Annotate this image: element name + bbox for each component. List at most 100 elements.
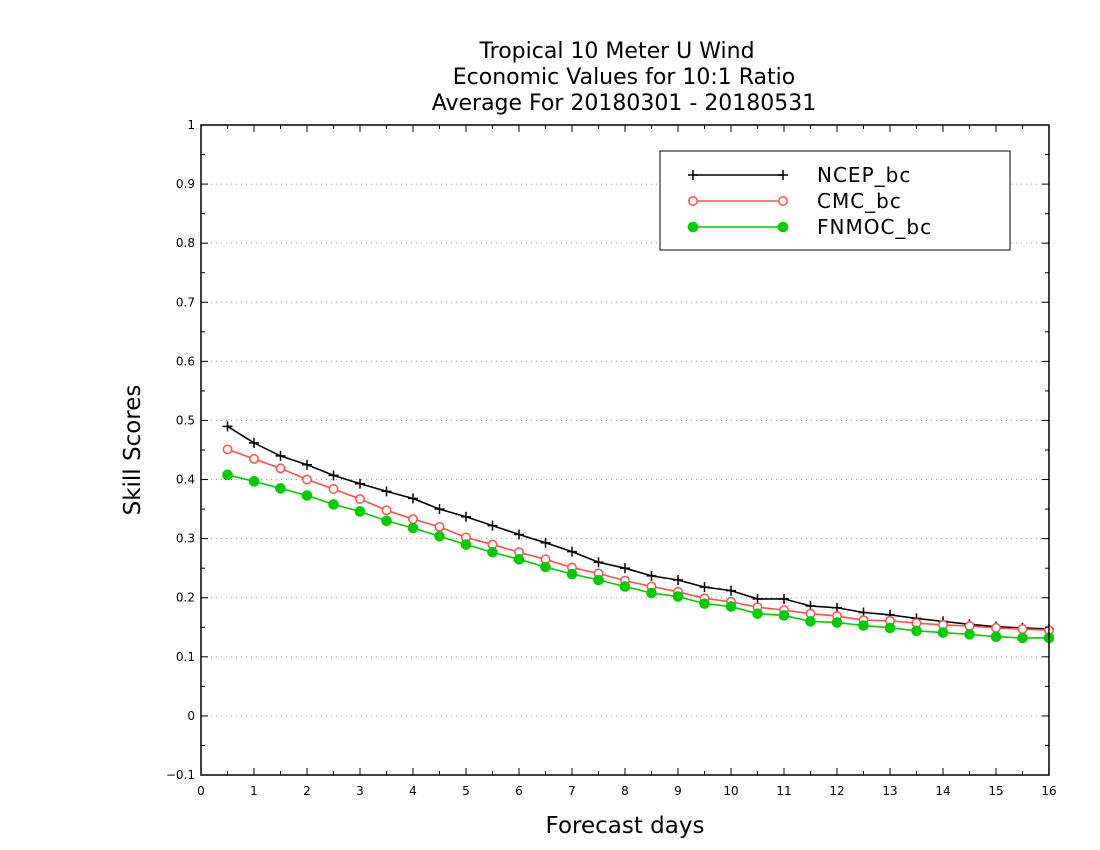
filled-circle-marker <box>646 587 657 599</box>
series-cmc-bc <box>222 444 1054 636</box>
open-circle-marker <box>355 494 365 504</box>
x-tick-label: 11 <box>776 784 791 798</box>
series-line <box>227 425 1050 630</box>
filled-circle-marker <box>434 530 445 542</box>
filled-circle-marker <box>964 629 975 640</box>
series-fnmoc-bc <box>222 469 1055 644</box>
x-axis-label: Forecast days <box>546 813 705 839</box>
filled-circle-marker <box>884 622 896 634</box>
legend-item: NCEP_bc <box>688 163 911 187</box>
x-tick-label: 14 <box>935 784 950 798</box>
plus-marker <box>275 450 286 461</box>
plus-marker <box>646 570 657 581</box>
grid-lines <box>201 183 1049 717</box>
filled-circle-marker <box>619 581 631 592</box>
x-tick-label: 9 <box>674 784 682 798</box>
filled-circle-marker <box>460 539 472 550</box>
legend-item: CMC_bc <box>688 189 902 213</box>
y-tick-label: 0.4 <box>176 473 195 487</box>
open-circle-marker <box>991 622 1001 633</box>
filled-circle-marker <box>513 554 525 565</box>
y-tick-label: 0 <box>187 709 195 723</box>
title-line-1: Tropical 10 Meter U Wind <box>478 39 754 64</box>
y-tick-label: 0.6 <box>176 354 195 368</box>
legend-open-circle-marker <box>778 196 788 206</box>
series-line <box>227 448 1050 632</box>
plus-marker <box>434 504 445 515</box>
open-circle-marker <box>328 484 339 494</box>
filled-circle-marker <box>222 469 233 481</box>
plus-marker <box>461 511 471 522</box>
filled-circle-marker <box>858 620 869 631</box>
x-tick-label: 12 <box>829 784 844 798</box>
legend-filled-circle-marker <box>687 221 699 233</box>
x-tick-label: 1 <box>250 784 258 798</box>
legend-open-circle-marker <box>688 196 698 206</box>
x-tick-label: 16 <box>1041 784 1056 798</box>
x-tick-label: 13 <box>882 784 897 798</box>
filled-circle-marker <box>381 515 392 527</box>
filled-circle-marker <box>407 522 419 534</box>
legend-item: FNMOC_bc <box>687 215 931 239</box>
filled-circle-marker <box>487 546 498 558</box>
legend-label: NCEP_bc <box>817 163 911 187</box>
x-tick-label: 15 <box>988 784 1003 798</box>
x-tick-label: 3 <box>356 784 364 798</box>
x-tick-label: 2 <box>303 784 311 798</box>
plus-marker <box>328 470 339 481</box>
y-tick-label: −0.1 <box>166 768 195 782</box>
plus-marker <box>381 486 392 497</box>
series-ncep-bc <box>222 421 1054 635</box>
filled-circle-marker <box>911 625 922 637</box>
legend-filled-circle-marker <box>777 221 789 233</box>
open-circle-marker <box>302 474 312 485</box>
plus-marker <box>540 537 551 548</box>
open-circle-marker <box>275 463 286 474</box>
x-tick-label: 4 <box>409 784 417 798</box>
filled-circle-marker <box>990 631 1002 643</box>
filled-circle-marker <box>805 616 816 627</box>
plus-marker <box>699 582 710 593</box>
filled-circle-marker <box>248 476 260 487</box>
y-tick-label: 1 <box>187 118 195 132</box>
axis-ticks: −0.100.10.20.30.40.50.60.70.80.910 1 2 3 4 5 6… <box>166 118 1057 798</box>
filled-circle-marker <box>831 617 843 628</box>
chart-title: Tropical 10 Meter U Wind Economic Values… <box>432 39 817 116</box>
filled-circle-marker <box>328 499 339 510</box>
plus-marker <box>514 529 524 540</box>
x-tick-label: 6 <box>515 784 523 798</box>
y-tick-label: 0.1 <box>176 650 195 664</box>
filled-circle-marker <box>672 591 684 602</box>
filled-circle-marker <box>752 608 763 619</box>
y-axis-label: Skill Scores <box>120 385 146 516</box>
plus-marker <box>620 563 630 574</box>
legend-plus-marker <box>688 170 698 180</box>
legend-label: CMC_bc <box>817 189 902 213</box>
filled-circle-marker <box>301 490 313 501</box>
filled-circle-marker <box>275 483 286 494</box>
y-tick-label: 0.2 <box>176 591 195 605</box>
plus-marker <box>567 546 577 557</box>
title-line-2: Economic Values for 10:1 Ratio <box>453 65 795 90</box>
x-tick-label: 0 <box>197 784 205 798</box>
filled-circle-marker <box>540 561 551 573</box>
legend-plus-marker <box>778 170 788 180</box>
plus-marker <box>408 493 418 504</box>
filled-circle-marker <box>1017 632 1028 644</box>
x-tick-label: 7 <box>568 784 576 798</box>
filled-circle-marker <box>354 506 366 517</box>
filled-circle-marker <box>566 568 578 580</box>
plus-marker <box>222 421 233 432</box>
y-tick-label: 0.9 <box>176 177 195 191</box>
open-circle-marker <box>434 521 445 532</box>
open-circle-marker <box>249 453 259 464</box>
filled-circle-marker <box>725 601 737 612</box>
plus-marker <box>593 557 604 568</box>
x-tick-label: 5 <box>462 784 470 798</box>
title-line-3: Average For 20180301 - 20180531 <box>432 91 817 116</box>
plus-marker <box>249 437 259 448</box>
open-circle-marker <box>381 505 392 516</box>
y-tick-label: 0.8 <box>176 236 195 250</box>
filled-circle-marker <box>937 627 949 638</box>
